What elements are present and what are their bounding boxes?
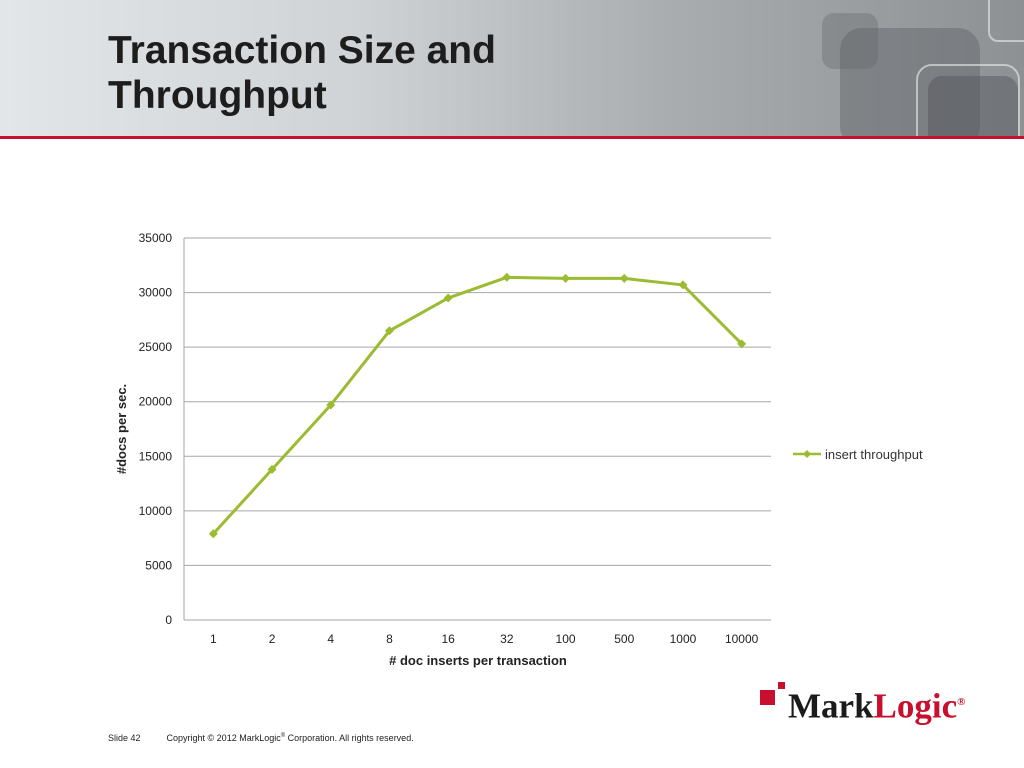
x-tick-label: 32 [500, 632, 514, 646]
y-axis-label: #docs per sec. [114, 384, 129, 474]
data-point-marker [561, 273, 571, 283]
slide-header: Transaction Size and Throughput [0, 0, 1024, 136]
y-tick-label: 0 [165, 613, 172, 627]
legend-entry-label: insert throughput [825, 446, 923, 462]
logo-square-icon [760, 690, 775, 705]
decorative-square-outline [988, 0, 1024, 42]
data-point-marker [208, 529, 218, 539]
decorative-square [822, 13, 878, 69]
data-point-marker [443, 293, 453, 303]
x-tick-label: 16 [441, 632, 455, 646]
header-divider [0, 136, 1024, 139]
legend-swatch [793, 450, 821, 458]
chart-gridlines [183, 237, 771, 621]
marklogic-logo: MarkLogic® [758, 680, 978, 726]
y-tick-label: 10000 [139, 504, 173, 518]
slide-footer: Slide 42 Copyright © 2012 MarkLogic® Cor… [108, 733, 414, 743]
y-tick-label: 20000 [139, 395, 173, 409]
data-point-marker [737, 339, 747, 349]
x-tick-label: 8 [386, 632, 393, 646]
x-tick-label: 1000 [670, 632, 697, 646]
data-point-marker [678, 280, 688, 290]
x-tick-label: 100 [556, 632, 576, 646]
copyright-text-suffix: Corporation. All rights reserved. [285, 733, 414, 743]
x-axis-label: # doc inserts per transaction [389, 653, 567, 668]
chart-legend: insert throughput [792, 445, 923, 463]
logo-wordmark: MarkLogic® [788, 682, 965, 727]
logo-small-square-icon [778, 682, 785, 689]
x-axis-tick-labels: 1 2 4 8 16 32 100 500 1000 10000 [210, 632, 759, 646]
y-tick-label: 35000 [139, 231, 173, 245]
slide-title-line-1: Transaction Size and [108, 29, 496, 72]
copyright-registered-mark: ® [280, 733, 286, 739]
x-tick-label: 4 [327, 632, 334, 646]
y-tick-label: 15000 [139, 449, 173, 463]
copyright-text: Copyright © 2012 MarkLogic [166, 733, 281, 743]
y-tick-label: 30000 [139, 286, 173, 300]
data-point-marker [502, 272, 512, 282]
logo-word-logic: Logic [873, 686, 958, 726]
data-point-marker [384, 326, 394, 336]
decorative-square [840, 28, 980, 136]
data-point-marker [326, 400, 336, 410]
data-point-marker [267, 464, 277, 474]
copyright-notice: Copyright © 2012 MarkLogic® Corporation.… [167, 733, 414, 743]
y-tick-label: 25000 [139, 340, 173, 354]
series-line [212, 275, 743, 535]
x-tick-label: 1 [210, 632, 217, 646]
y-tick-label: 5000 [145, 558, 172, 572]
x-tick-label: 500 [614, 632, 634, 646]
chart-series [208, 272, 747, 539]
logo-registered-mark: ® [957, 696, 966, 708]
decorative-square [928, 76, 1018, 136]
slide-number: Slide 42 [108, 733, 141, 743]
y-axis-tick-labels: 0 5000 10000 15000 20000 25000 30000 35000 [139, 231, 173, 627]
decorative-square-outline [916, 64, 1020, 136]
data-point-marker [619, 273, 629, 283]
slide-title-line-2: Throughput [108, 74, 327, 117]
logo-word-mark: Mark [788, 686, 874, 726]
x-tick-label: 2 [269, 632, 276, 646]
x-tick-label: 10000 [725, 632, 759, 646]
slide-title: Transaction Size and Throughput [108, 28, 496, 118]
